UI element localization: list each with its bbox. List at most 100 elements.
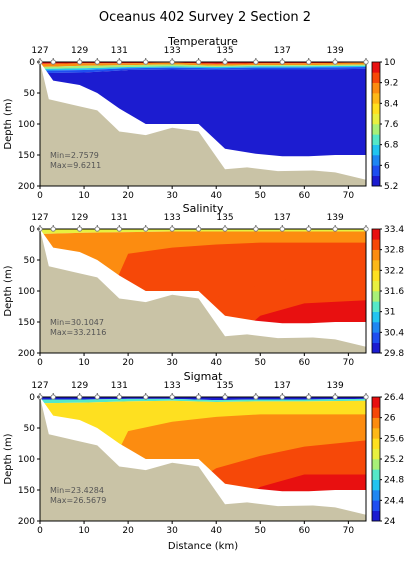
panel-title: Sigmat [184, 370, 223, 383]
y-tick-label: 0 [29, 58, 35, 68]
x-tick-label: 10 [78, 191, 90, 201]
x-tick-label: 20 [122, 526, 134, 536]
seafloor [40, 229, 366, 353]
station-marker [279, 394, 285, 400]
panel-title: Salinity [183, 202, 224, 215]
y-tick-label: 50 [24, 89, 36, 99]
station-label: 137 [274, 381, 291, 391]
y-axis-label: Depth (m) [3, 98, 14, 149]
station-label: 129 [71, 381, 88, 391]
station-marker [116, 59, 122, 65]
x-tick-label: 0 [37, 191, 43, 201]
station-label: 135 [216, 213, 233, 223]
station-marker [363, 394, 369, 400]
colorbar-swatch [372, 175, 380, 187]
colorbar-tick-label: 9.2 [384, 79, 398, 89]
station-marker [94, 394, 100, 400]
y-tick-label: 0 [29, 225, 35, 235]
x-tick-label: 60 [299, 358, 311, 368]
x-tick-label: 50 [255, 526, 267, 536]
station-marker [332, 226, 338, 232]
colorbar-swatch [372, 490, 380, 501]
station-marker [195, 226, 202, 232]
station-label: 133 [164, 381, 181, 391]
colorbar-swatch [372, 479, 380, 491]
colorbar-swatch [372, 397, 380, 408]
station-marker [306, 59, 312, 65]
value-band-4 [40, 65, 366, 71]
x-tick-label: 20 [122, 191, 134, 201]
colorbar-tick-label: 24.8 [384, 476, 404, 486]
value-band-2 [40, 62, 366, 67]
station-marker [332, 59, 338, 65]
y-tick-label: 200 [18, 517, 35, 527]
colorbar-swatch [372, 322, 380, 333]
plot-area [40, 62, 366, 186]
panel-title: Temperature [167, 35, 238, 48]
colorbar-tick-label: 8.4 [384, 99, 399, 109]
min-annotation: Min=30.1047 [50, 318, 104, 327]
colorbar-swatch [372, 510, 380, 522]
colorbar-tick-label: 33.4 [384, 225, 404, 235]
seafloor [40, 62, 366, 186]
colorbar-tick-label: 32.2 [384, 266, 404, 276]
colorbar-swatch [372, 103, 380, 114]
min-annotation: Min=2.7579 [50, 151, 99, 160]
colorbar-tick-label: 25.2 [384, 455, 404, 465]
colorbar-swatch [372, 155, 380, 166]
colorbar-swatch [372, 260, 380, 271]
station-marker [143, 226, 149, 232]
y-tick-label: 100 [18, 287, 35, 297]
station-marker [222, 59, 228, 65]
station-marker [94, 226, 100, 232]
colorbar-swatch [372, 459, 380, 470]
colorbar-tick-label: 6.8 [384, 141, 399, 151]
station-label: 135 [216, 46, 233, 56]
colorbar-tick-label: 25.6 [384, 434, 404, 444]
station-label: 139 [327, 46, 344, 56]
colorbar-swatch [372, 249, 380, 261]
y-tick-label: 150 [18, 318, 35, 328]
colorbar-tick-label: 7.6 [384, 120, 399, 130]
seafloor [40, 397, 366, 521]
station-marker [143, 394, 149, 400]
station-marker [222, 394, 228, 400]
y-tick-label: 50 [24, 256, 36, 266]
colorbar-swatch [372, 291, 380, 302]
colorbar-tick-label: 26 [384, 414, 396, 424]
station-label: 131 [111, 381, 128, 391]
colorbar-swatch [372, 448, 380, 460]
station-marker [50, 226, 56, 232]
colorbar-swatch [372, 332, 380, 343]
station-marker [50, 394, 56, 400]
x-tick-label: 50 [255, 191, 267, 201]
min-annotation: Min=23.4284 [50, 486, 104, 495]
station-marker [77, 226, 83, 232]
colorbar-tick-label: 26.4 [384, 393, 404, 403]
colorbar-tick-label: 10 [384, 58, 396, 68]
colorbar-swatch [372, 229, 380, 240]
x-tick-label: 40 [210, 191, 222, 201]
station-marker [169, 394, 175, 400]
max-annotation: Max=33.2116 [50, 328, 106, 337]
x-tick-label: 30 [166, 191, 178, 201]
x-tick-label: 10 [78, 358, 90, 368]
colorbar-tick-label: 5.2 [384, 182, 398, 192]
colorbar-swatch [372, 165, 380, 176]
station-label: 137 [274, 46, 291, 56]
station-label: 131 [111, 46, 128, 56]
y-tick-label: 100 [18, 455, 35, 465]
colorbar-swatch [372, 93, 380, 104]
x-tick-label: 60 [299, 526, 311, 536]
colorbar-swatch [372, 82, 380, 94]
station-marker [306, 226, 312, 232]
station-marker [94, 59, 100, 65]
max-annotation: Max=9.6211 [50, 161, 101, 170]
station-label: 127 [31, 46, 48, 56]
x-tick-label: 40 [210, 526, 222, 536]
station-marker [253, 226, 259, 232]
colorbar-swatch [372, 280, 380, 292]
